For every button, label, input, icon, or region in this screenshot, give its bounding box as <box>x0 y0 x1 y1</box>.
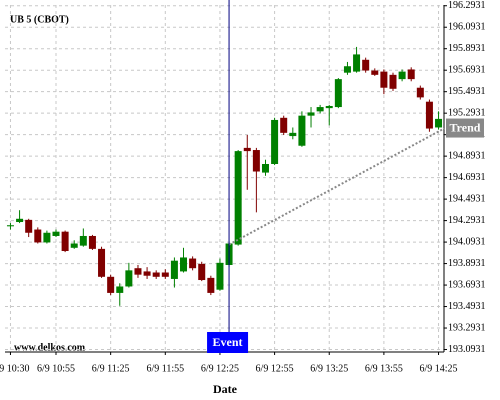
candle-body <box>371 70 379 75</box>
y-tick-label: 196.0931 <box>448 22 486 33</box>
candle-body <box>143 271 151 276</box>
x-tick-label: 6/9 11:55 <box>146 363 184 374</box>
trend-line <box>228 127 445 246</box>
candle-body <box>189 258 197 269</box>
x-tick-label: 6/9 11:25 <box>92 363 130 374</box>
candle-body <box>61 231 69 252</box>
candle-body <box>16 218 24 223</box>
trend-label-box <box>446 118 484 138</box>
candle-body <box>234 151 242 245</box>
candle-body <box>398 71 406 80</box>
candle-body <box>389 74 397 89</box>
y-tick-label: 194.2931 <box>448 215 486 226</box>
candle-body <box>216 262 224 290</box>
candle-body <box>271 119 279 164</box>
event-label: Event <box>213 335 243 349</box>
x-tick-label: 6/9 10:30 <box>0 363 29 374</box>
x-tick-label: 6/9 13:55 <box>365 363 403 374</box>
y-tick-label: 194.6931 <box>448 172 486 183</box>
candle-body <box>307 112 315 116</box>
x-tick-label: 6/9 14:25 <box>420 363 458 374</box>
candle-body <box>407 69 415 80</box>
chart-title: UB 5 (CBOT) <box>10 14 69 25</box>
candle-body <box>380 71 388 88</box>
candle-body <box>416 87 424 98</box>
y-tick-label: 195.4931 <box>448 86 486 97</box>
candle-body <box>79 235 87 246</box>
candle-body <box>198 263 206 281</box>
y-tick-label: 195.6931 <box>448 64 486 75</box>
candle-body <box>88 235 96 249</box>
candle-body <box>52 231 60 236</box>
candle-body <box>170 260 178 279</box>
candle-body <box>362 59 370 71</box>
candle-body <box>98 248 106 277</box>
candle-body <box>43 232 51 243</box>
candle-body <box>425 101 433 129</box>
candle-body <box>343 66 351 73</box>
candle-body <box>34 229 42 243</box>
candle-body <box>243 147 251 152</box>
candle-body <box>353 54 361 72</box>
y-tick-label: 194.0931 <box>448 236 486 247</box>
candle-body <box>289 132 297 137</box>
candle-body <box>252 150 260 172</box>
candle-body <box>6 225 14 227</box>
candle-body <box>280 117 288 133</box>
y-tick-label: 195.8931 <box>448 43 486 54</box>
candle-body <box>334 79 342 108</box>
candle-body <box>298 115 306 146</box>
y-tick-label: 194.4931 <box>448 193 486 204</box>
y-tick-label: 196.2931 <box>448 0 486 11</box>
event-label-box <box>207 332 249 353</box>
y-tick-label: 193.6931 <box>448 279 486 290</box>
x-tick-label: 6/9 12:25 <box>201 363 239 374</box>
candle-body <box>134 268 142 275</box>
x-tick-label: 6/9 13:25 <box>310 363 348 374</box>
candle-body <box>435 118 443 128</box>
candle-body <box>207 277 215 293</box>
x-tick-label: 6/9 10:55 <box>37 363 75 374</box>
candle-body <box>325 105 333 109</box>
candle-body <box>116 286 124 293</box>
x-tick-label: 6/9 12:55 <box>256 363 294 374</box>
candle-body <box>316 107 324 112</box>
candle-body <box>125 270 133 287</box>
y-tick-label: 195.2931 <box>448 107 486 118</box>
y-tick-label: 194.8931 <box>448 150 486 161</box>
candle-body <box>161 272 169 277</box>
watermark: www.delkos.com <box>14 342 86 353</box>
candle-body <box>70 243 78 248</box>
candle-body <box>25 219 33 233</box>
y-tick-label: 193.0931 <box>448 344 486 355</box>
x-axis-label: Date <box>213 382 238 396</box>
candle-body <box>261 163 269 173</box>
candle-body <box>180 257 188 272</box>
candle-body <box>152 272 160 277</box>
candle-body <box>107 276 115 293</box>
y-tick-label: 193.4931 <box>448 301 486 312</box>
y-tick-label: 193.8931 <box>448 258 486 269</box>
y-tick-label: 193.2931 <box>448 322 486 333</box>
trend-label: Trend <box>450 120 481 134</box>
